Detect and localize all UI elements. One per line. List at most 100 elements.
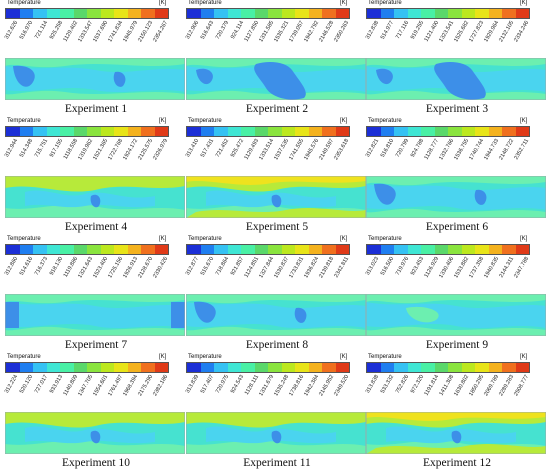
- colorbar-swatch: [227, 127, 241, 136]
- colorbar-swatch: [394, 363, 408, 372]
- legend-unit: [K]: [159, 118, 167, 124]
- colorbar-swatch: [200, 9, 214, 18]
- colorbar-ticks: 312.224 520.120 727.017 933.913 1140.809 1347…: [4, 374, 169, 402]
- colorbar-swatch: [154, 363, 168, 372]
- colorbar-swatch: [154, 9, 168, 18]
- contour-region: [434, 62, 486, 100]
- contour-region: [366, 444, 546, 454]
- colorbar-swatch: [214, 127, 228, 136]
- colorbar-swatch: [87, 127, 101, 136]
- experiment-caption: Experiment 2: [245, 103, 309, 115]
- colorbar-swatch: [100, 363, 114, 372]
- experiment-panel: Temperature [K] 312.821 516.810 720.799 924.7…: [365, 118, 548, 235]
- colorbar-swatch: [308, 127, 322, 136]
- colorbar-ticks: 313.410 517.431 721.452 925.472 1129.493 1333…: [185, 138, 350, 166]
- colorbar-swatch: [475, 363, 489, 372]
- contour-region: [206, 190, 336, 208]
- colorbar-swatch: [515, 9, 529, 18]
- contour-region: [271, 430, 282, 444]
- contour-region: [186, 294, 366, 304]
- experiment-panel: Temperature [K] 312.906 516.643 720.379 924.1…: [185, 0, 368, 117]
- tick-label: 517.407: [200, 374, 216, 395]
- contour-frame: [186, 294, 366, 336]
- contour-region: [406, 306, 439, 323]
- colorbar-swatch: [367, 245, 381, 254]
- colorbar: [5, 8, 169, 19]
- colorbar-swatch: [434, 9, 448, 18]
- legend-title: Temperature: [7, 236, 41, 242]
- tick-label: 720.975: [215, 374, 231, 395]
- colorbar-swatch: [60, 127, 74, 136]
- colorbar-swatch: [434, 363, 448, 372]
- colorbar-swatch: [502, 245, 516, 254]
- legend-title: Temperature: [7, 354, 41, 360]
- colorbar-swatch: [322, 363, 336, 372]
- colorbar-swatch: [515, 245, 529, 254]
- tick-label: 312.877: [185, 256, 201, 277]
- tick-label: 721.114: [34, 20, 50, 41]
- colorbar-swatch: [380, 9, 394, 18]
- colorbar-swatch: [200, 363, 214, 372]
- colorbar-swatch: [407, 127, 421, 136]
- colorbar-swatch: [187, 9, 201, 18]
- colorbar-swatch: [214, 363, 228, 372]
- colorbar-swatch: [141, 9, 155, 18]
- tick-label: 312.860: [4, 256, 20, 277]
- contour-region: [13, 65, 35, 87]
- tick-label: 313.839: [185, 374, 201, 395]
- contour-region: [376, 68, 393, 85]
- contour-region: [5, 302, 185, 328]
- contour-frame: [366, 294, 546, 336]
- contour-region: [194, 301, 216, 323]
- colorbar: [186, 362, 350, 373]
- contour-region: [5, 326, 185, 336]
- temperature-contour-map: [366, 294, 546, 336]
- contour-frame: [186, 58, 366, 100]
- experiment-panel: Temperature [K] 313.838 533.332 752.826 972.3…: [365, 354, 548, 471]
- tick-label: 2382.186: [151, 374, 169, 398]
- colorbar-swatch: [322, 127, 336, 136]
- tick-label: 727.017: [34, 374, 50, 395]
- tick-label: 2347.788: [512, 256, 530, 280]
- colorbar-swatch: [19, 363, 33, 372]
- colorbar-swatch: [6, 363, 20, 372]
- legend-title: Temperature: [7, 0, 41, 6]
- colorbar-ticks: 313.838 533.332 752.826 972.320 1191.814 1411…: [365, 374, 530, 402]
- tick-label: 933.913: [49, 374, 65, 395]
- legend-title: Temperature: [188, 118, 222, 124]
- colorbar-swatch: [114, 363, 128, 372]
- contour-region: [271, 194, 282, 208]
- legend-unit: [K]: [520, 236, 528, 242]
- colorbar-swatch: [87, 9, 101, 18]
- contour-region: [5, 176, 185, 192]
- experiment-caption: Experiment 1: [64, 103, 128, 115]
- colorbar-swatch: [154, 245, 168, 254]
- tick-label: 520.120: [19, 374, 35, 395]
- colorbar-swatch: [254, 9, 268, 18]
- contour-frame: [186, 176, 366, 218]
- tick-label: 313.023: [365, 256, 381, 277]
- tick-label: 515.670: [200, 256, 216, 277]
- tick-label: 924.543: [230, 374, 246, 395]
- contour-region: [186, 302, 366, 328]
- tick-label: 313.838: [365, 374, 381, 395]
- experiment-caption: Experiment 5: [245, 221, 309, 233]
- colorbar: [186, 244, 350, 255]
- colorbar-swatch: [335, 127, 349, 136]
- contour-region: [186, 440, 366, 454]
- tick-label: 313.410: [185, 138, 201, 159]
- contour-region: [366, 184, 546, 210]
- tick-label: 2330.426: [151, 256, 169, 280]
- temperature-contour-map: [366, 58, 546, 100]
- tick-label: 2349.520: [332, 374, 350, 398]
- colorbar-swatch: [448, 363, 462, 372]
- colorbar-swatch: [488, 9, 502, 18]
- colorbar-swatch: [367, 9, 381, 18]
- legend-unit: [K]: [520, 118, 528, 124]
- colorbar-swatch: [114, 245, 128, 254]
- colorbar-swatch: [100, 127, 114, 136]
- colorbar-swatch: [33, 363, 47, 372]
- tick-label: 2354.267: [151, 20, 169, 44]
- tick-label: 514.616: [19, 256, 35, 277]
- colorbar-swatch: [73, 245, 87, 254]
